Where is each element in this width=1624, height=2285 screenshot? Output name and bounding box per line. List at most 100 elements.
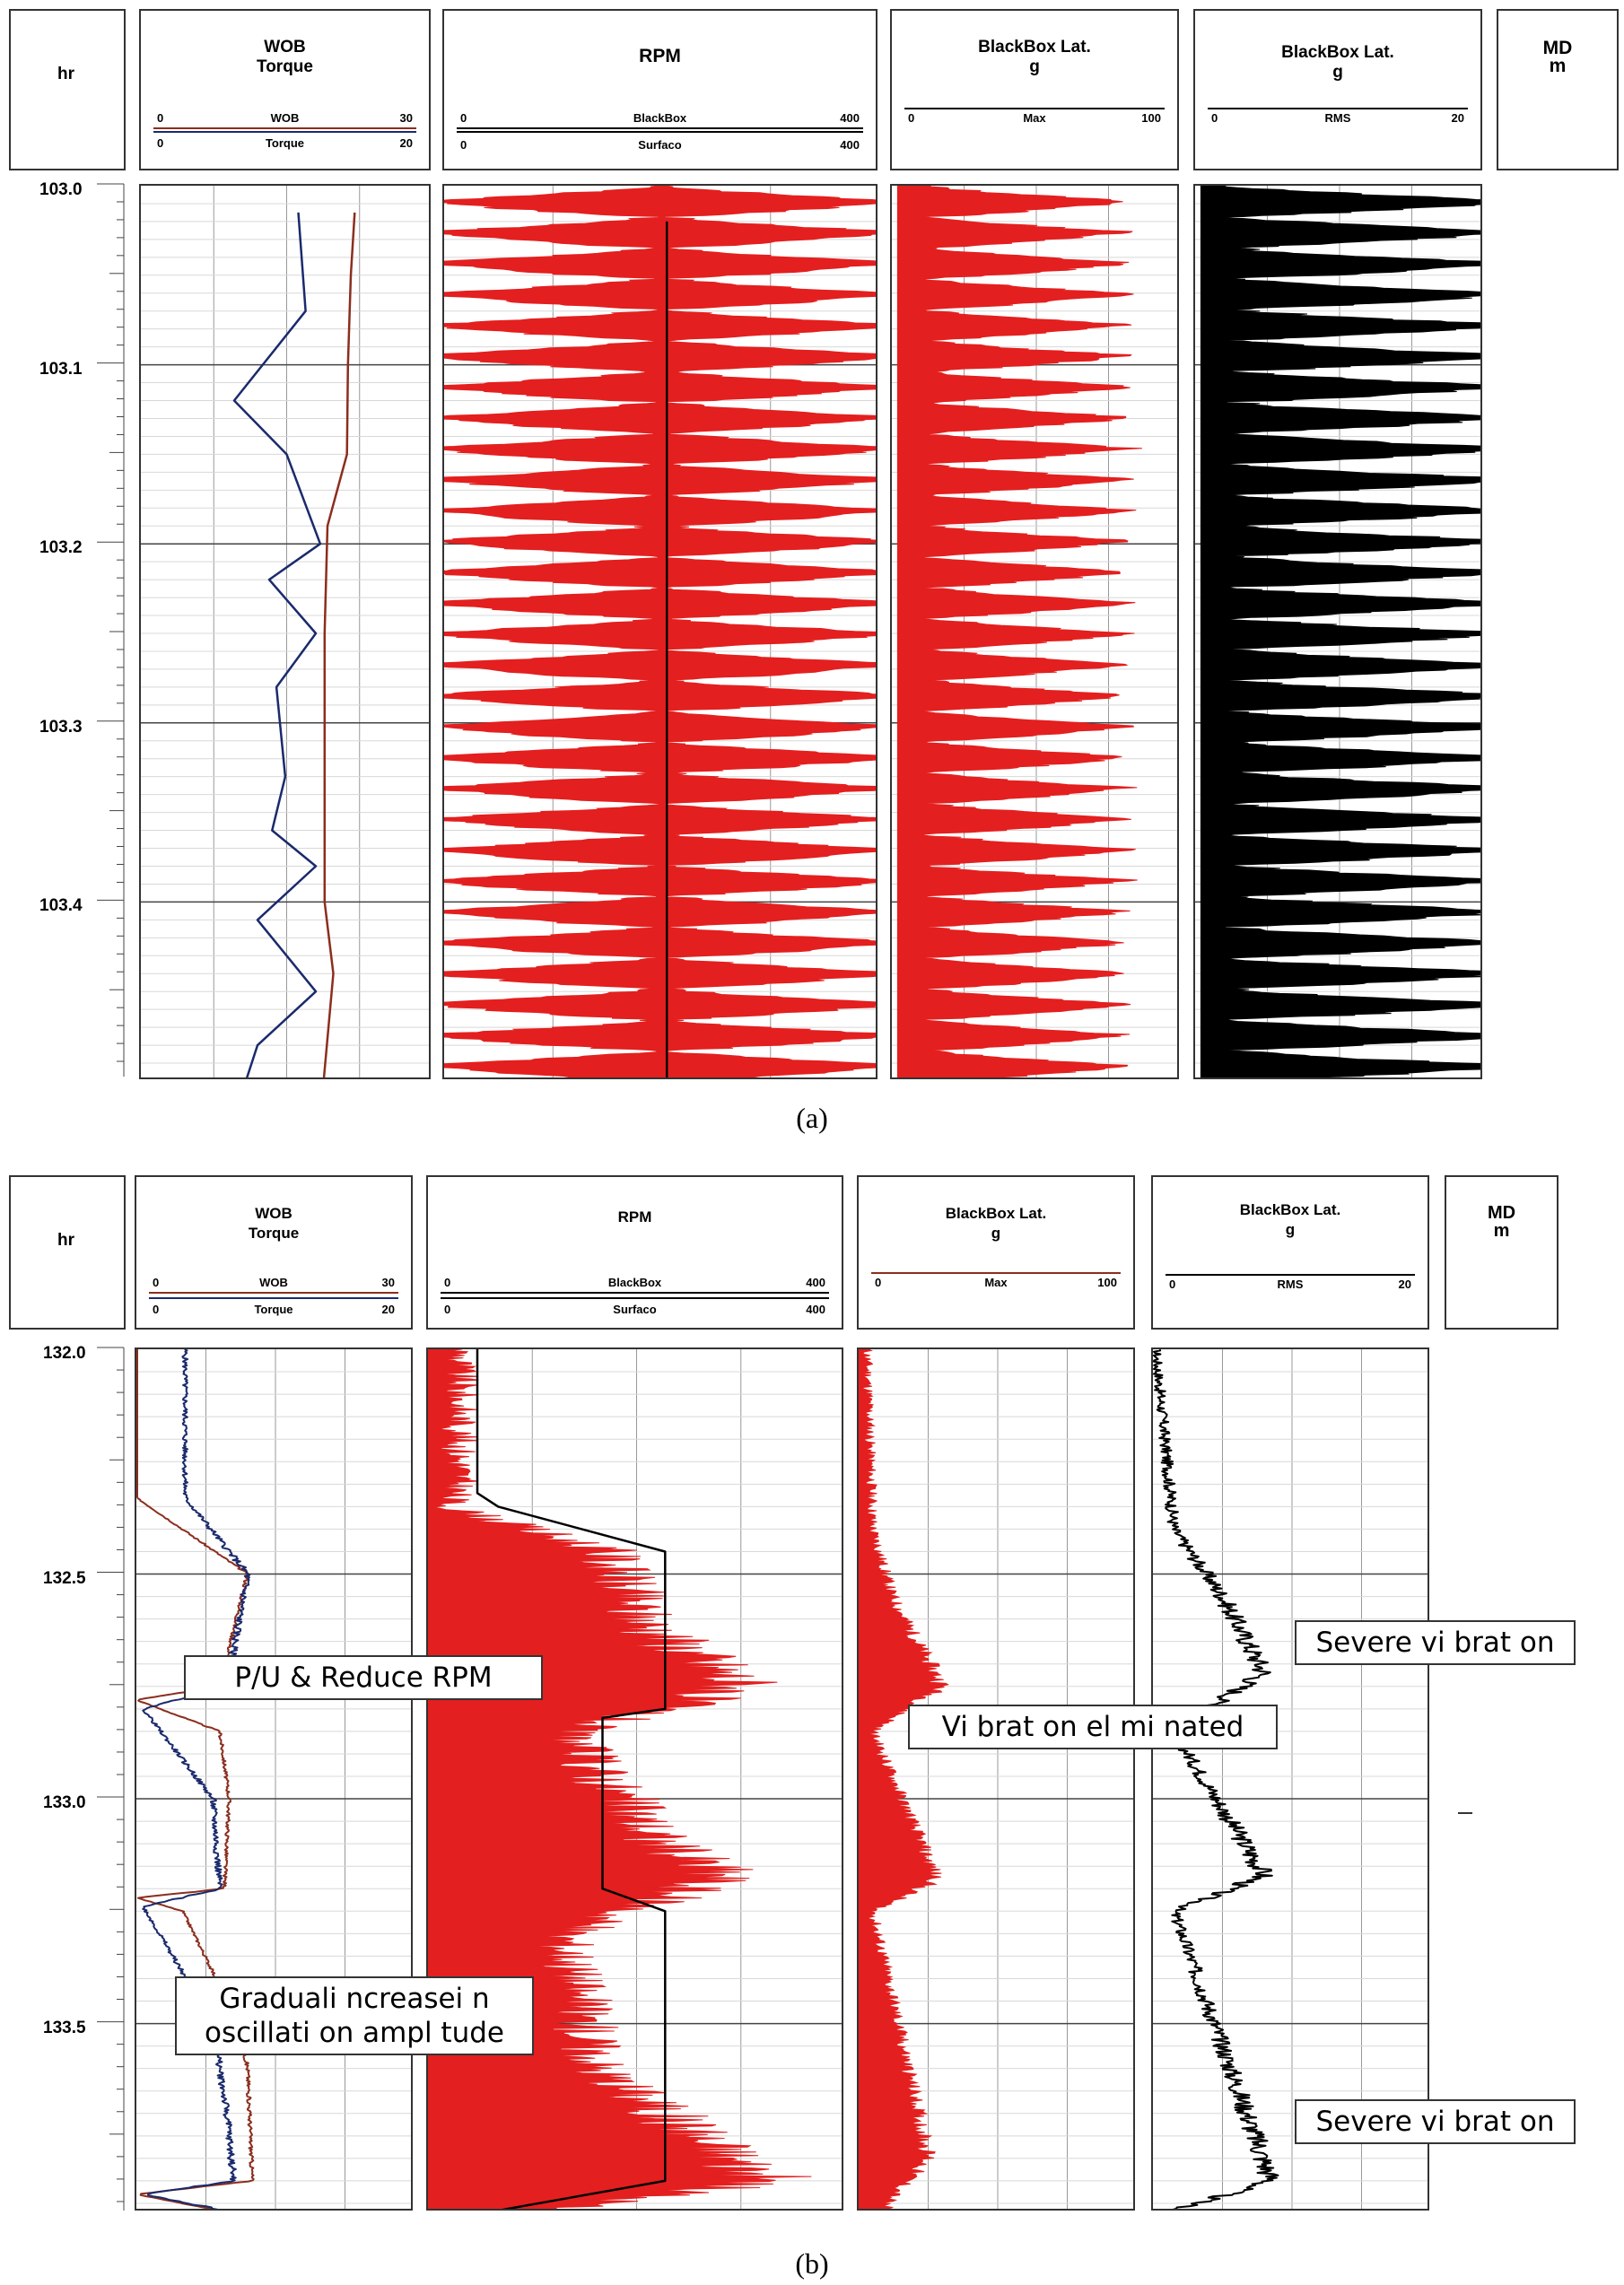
md-header: MD m (1497, 9, 1619, 170)
annotation-vibration-eliminated: Vi brat on el mi nated (908, 1705, 1278, 1749)
lat-max-header: BlackBox Lat. g 0 Max 100 (890, 9, 1179, 170)
wob-title: WOB (264, 38, 306, 57)
blackbox-rpm-scale: 0 BlackBox 400 (441, 1276, 829, 1301)
scale-name: BlackBox (633, 111, 687, 125)
surface-rpm-scale: 0 Surfaco 400 (457, 131, 863, 163)
lat-title-line1: BlackBox Lat. (1239, 1201, 1341, 1218)
time-header-label: hr (57, 1231, 74, 1250)
lat-max-plot (892, 186, 1177, 1077)
torque-title: Torque (257, 57, 313, 76)
torque-line (142, 1349, 251, 2209)
scale-min: 0 (460, 138, 467, 152)
scale-min: 0 (157, 136, 164, 150)
rpm-track-a (442, 184, 877, 1079)
wob-torque-track-a (139, 184, 431, 1079)
surface-rpm-line (476, 1349, 667, 2209)
scale-min: 0 (153, 1276, 160, 1289)
lat-rms-title: BlackBox Lat. g (1195, 43, 1480, 83)
scale-max: 400 (840, 111, 860, 125)
lat-max-fill (859, 1349, 949, 2209)
depth-ticks (97, 183, 125, 1080)
wob-torque-track-b (135, 1347, 413, 2211)
wob-title: WOB (255, 1205, 292, 1222)
annotation-gradual-increase: Graduali ncreasei n oscillati on ampl tu… (175, 1976, 534, 2055)
max-scale: 0 Max 100 (871, 1272, 1121, 1301)
annotation-pu-reduce-rpm: P/U & Reduce RPM (184, 1655, 543, 1700)
scale-name: Surfaco (638, 138, 682, 152)
time-header: hr (9, 1175, 126, 1330)
rpm-track-b (426, 1347, 843, 2211)
blackbox-rpm-fill (428, 1349, 812, 2209)
wob-track-title: WOB Torque (136, 1204, 411, 1243)
wob-scale: 0 WOB 30 (153, 111, 416, 136)
lat-rms (1153, 1349, 1279, 2209)
scale-line (457, 127, 863, 129)
scale-min: 0 (1211, 111, 1218, 125)
depth-label: 103.2 (39, 538, 83, 558)
wob-torque-plot (136, 1349, 411, 2209)
scale-min: 0 (157, 111, 164, 125)
scale-line (904, 108, 1165, 109)
rpm-title: RPM (617, 1208, 652, 1225)
depth-track-b: 132.0 132.5 133.0 133.5 (9, 1344, 126, 2216)
wob-torque-plot (141, 186, 429, 1077)
depth-label: 103.3 (39, 717, 83, 737)
scale-line (1166, 1274, 1415, 1276)
surface-rpm-scale: 0 Surfaco 400 (441, 1297, 829, 1328)
wob-scale: 0 WOB 30 (149, 1276, 398, 1301)
md-unit: m (1493, 1221, 1510, 1241)
md-title: MD m (1446, 1204, 1557, 1240)
blackbox-rpm-fill (444, 186, 876, 1077)
scale-max: 100 (1097, 1276, 1117, 1289)
lat-title-line2: g (1332, 63, 1343, 82)
depth-label: 133.0 (43, 1793, 86, 1813)
wob-line (322, 212, 356, 1077)
scale-max: 400 (806, 1303, 825, 1316)
rpm-plot (444, 186, 876, 1077)
depth-label: 103.0 (39, 180, 83, 199)
depth-label: 133.5 (43, 2018, 86, 2037)
depth-label: 132.0 (43, 1344, 86, 1363)
rpm-title: RPM (639, 46, 681, 66)
lat-max-plot (859, 1349, 1133, 2209)
lat-max-track-a (890, 184, 1179, 1079)
lat-rms-header: BlackBox Lat. g 0 RMS 20 (1193, 9, 1482, 170)
lat-max-header: BlackBox Lat. g 0 Max 100 (857, 1175, 1135, 1330)
scale-name: RMS (1324, 111, 1351, 125)
scale-line (441, 1297, 829, 1299)
scale-line (149, 1292, 398, 1294)
annotation-severe-vibration-2: Severe vi brat on (1295, 2099, 1576, 2144)
scale-min: 0 (1169, 1278, 1176, 1291)
scale-max: 30 (381, 1276, 395, 1289)
time-header-label: hr (57, 65, 74, 83)
lat-max-title: BlackBox Lat. g (859, 1204, 1133, 1243)
log-panel-a: hr WOB Torque 0 WOB 30 0 Torque 20 RPM 0… (0, 0, 1624, 1134)
scale-max: 100 (1141, 111, 1161, 125)
scale-max: 20 (1398, 1278, 1411, 1291)
scale-min: 0 (444, 1303, 451, 1316)
lat-max-fill (896, 186, 1142, 1077)
scale-max: 30 (399, 111, 413, 125)
scale-line (871, 1272, 1121, 1274)
lat-title-line1: BlackBox Lat. (978, 38, 1091, 57)
scale-line (149, 1297, 398, 1299)
md-label: MD (1542, 38, 1573, 58)
lat-max-title: BlackBox Lat. g (892, 38, 1177, 77)
rpm-plot (428, 1349, 842, 2209)
depth-track-a: 103.0 103.1 103.2 103.3 103.4 (9, 179, 126, 1080)
md-tick (1458, 1812, 1472, 1814)
lat-rms-header: BlackBox Lat. g 0 RMS 20 (1151, 1175, 1429, 1330)
scale-max: 400 (806, 1276, 825, 1289)
scale-min: 0 (908, 111, 915, 125)
md-title: MD m (1498, 39, 1617, 75)
wob-torque-header: WOB Torque 0 WOB 30 0 Torque 20 (135, 1175, 413, 1330)
rms-scale: 0 RMS 20 (1166, 1274, 1415, 1303)
scale-line (441, 1292, 829, 1294)
scale-name: RMS (1277, 1278, 1304, 1291)
caption-b: (b) (795, 2247, 829, 2280)
scale-name: WOB (259, 1276, 288, 1289)
lat-rms-title: BlackBox Lat. g (1153, 1200, 1428, 1240)
lat-rms-plot (1153, 1349, 1428, 2209)
lat-rms-track-b (1151, 1347, 1429, 2211)
scale-max: 20 (1451, 111, 1464, 125)
